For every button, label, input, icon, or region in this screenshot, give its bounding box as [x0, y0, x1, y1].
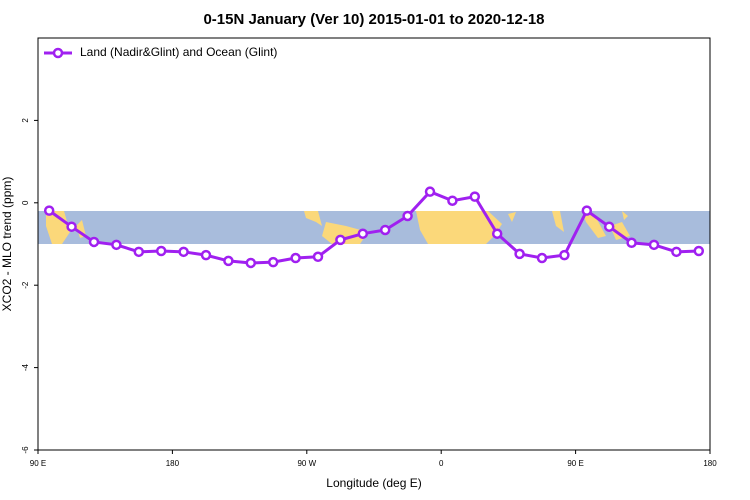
data-point [66, 221, 77, 232]
data-point [245, 257, 257, 269]
data-point [178, 246, 189, 258]
data-point [200, 249, 212, 261]
data-point [648, 239, 660, 251]
data-point [581, 205, 593, 216]
data-point [223, 255, 234, 267]
legend-marker [52, 47, 64, 59]
data-point [133, 246, 145, 258]
data-point [469, 191, 481, 202]
x-tick-label: 180 [166, 459, 180, 468]
data-point [402, 210, 413, 222]
y-tick-label: -6 [21, 446, 30, 454]
y-axis-label: XCO2 - MLO trend (ppm) [0, 177, 14, 312]
data-point [603, 221, 615, 232]
data-point [43, 205, 55, 216]
data-point [88, 236, 100, 248]
data-point [671, 246, 682, 258]
plot-frame [37, 37, 711, 451]
data-point [111, 239, 122, 251]
data-point [693, 245, 705, 257]
data-point [559, 249, 570, 261]
data-point [424, 186, 436, 197]
data-point [626, 237, 637, 249]
x-tick-label: 90 E [30, 459, 46, 468]
y-tick-label: 2 [21, 118, 30, 123]
x-tick-label: 0 [439, 459, 444, 468]
x-tick-label: 90 E [567, 459, 583, 468]
data-point [312, 251, 324, 263]
data-point [290, 252, 301, 264]
data-point [514, 248, 525, 260]
data-point [335, 234, 346, 246]
y-tick-label: -4 [21, 363, 30, 371]
y-tick-label: 0 [21, 200, 30, 205]
chart-title: 0-15N January (Ver 10) 2015-01-01 to 202… [203, 11, 544, 28]
y-tick-label: -2 [21, 281, 30, 289]
data-point [267, 256, 279, 268]
x-axis-label: Longitude (deg E) [326, 476, 421, 490]
data-point [491, 228, 503, 239]
data-point [447, 195, 458, 206]
data-point [357, 228, 369, 239]
data-point [379, 224, 391, 236]
data-point [155, 245, 167, 257]
x-tick-label: 90 W [297, 459, 316, 468]
x-tick-label: 180 [703, 459, 717, 468]
map-band [38, 211, 710, 244]
legend-label: Land (Nadir&Glint) and Ocean (Glint) [80, 45, 277, 59]
data-point [536, 252, 548, 264]
